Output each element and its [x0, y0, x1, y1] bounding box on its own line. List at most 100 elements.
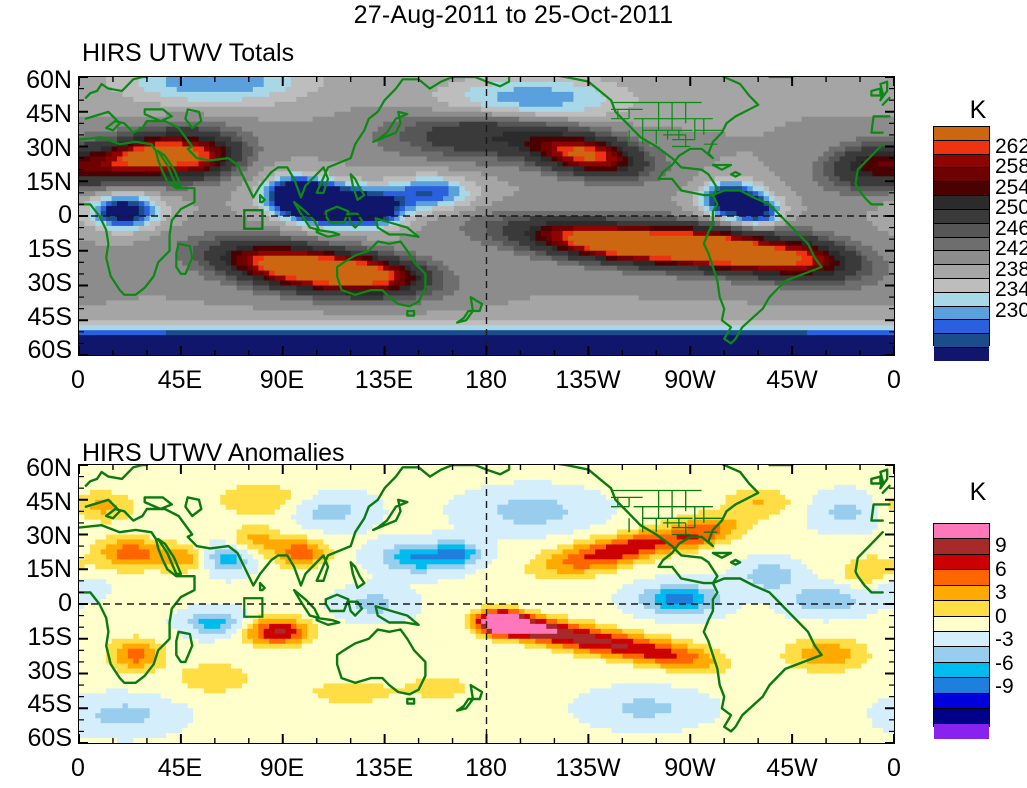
colorbar-tick-label: 254 [995, 175, 1027, 199]
colorbar-tick-label: 3 [995, 581, 1007, 605]
x-tick-90w-totals: 90W [664, 366, 716, 394]
colorbar-band [934, 209, 989, 224]
colorbar-band [934, 306, 989, 321]
x-tick-180-totals: 180 [465, 366, 507, 394]
x-tick-90w-anomalies: 90W [664, 754, 716, 782]
colorbar-band [934, 265, 989, 279]
colorbar-tick-label: 0 [995, 604, 1007, 628]
colorbar-band [934, 237, 989, 252]
page-title: 27-Aug-2011 to 25-Oct-2011 [353, 1, 674, 29]
y-tick-15s-totals: 15S [27, 235, 72, 263]
x-tick-360-anomalies: 0 [887, 754, 901, 782]
x-tick-45e-totals: 45E [157, 366, 203, 394]
colorbar-band [934, 251, 989, 266]
colorbar-band [934, 196, 989, 210]
colorbar-band [934, 292, 989, 307]
colorbar-tick-label: 246 [995, 216, 1027, 240]
panel-title-anomalies: HIRS UTWV Anomalies [82, 439, 345, 467]
colorbar-band [934, 724, 989, 739]
colorbar-band [934, 678, 989, 694]
x-tick-45e-anomalies: 45E [157, 754, 203, 782]
map-anomalies-canvas [79, 465, 894, 743]
colorbar-tick-label: 6 [995, 557, 1007, 581]
y-tick-30n-anomalies: 30N [26, 522, 72, 550]
x-tick-90e-anomalies: 90E [259, 754, 305, 782]
colorbar-tick-label: -3 [995, 628, 1014, 652]
axis-ticks [79, 77, 894, 355]
colorbar-unit-anomalies: K [969, 478, 987, 506]
y-tick-60n-totals: 60N [26, 66, 72, 94]
colorbar-tick-label: 230 [995, 298, 1027, 322]
x-tick-45w-totals: 45W [766, 366, 818, 394]
colorbar-tick-label: 250 [995, 196, 1027, 220]
colorbar-totals[interactable] [933, 126, 990, 361]
colorbar-tick-label: 234 [995, 278, 1027, 302]
colorbar-tick-label: -9 [995, 675, 1014, 699]
map-overlay [79, 77, 894, 355]
map-overlay [79, 465, 894, 743]
colorbar-band [934, 348, 989, 361]
coastlines [79, 465, 891, 733]
y-tick-45n-anomalies: 45N [26, 488, 72, 516]
x-tick-0e-totals: 0 [71, 366, 85, 394]
y-tick-30s-totals: 30S [27, 269, 72, 297]
map-anomalies[interactable] [78, 464, 895, 744]
coastlines [79, 77, 891, 345]
colorbar-tick-label: 262 [995, 134, 1027, 158]
colorbar-anomalies[interactable] [933, 523, 990, 739]
colorbar-band [934, 631, 989, 648]
y-tick-15s-anomalies: 15S [27, 623, 72, 651]
y-tick-45s-totals: 45S [27, 303, 72, 331]
y-tick-60s-totals: 60S [27, 336, 72, 364]
y-tick-60s-anomalies: 60S [27, 724, 72, 752]
colorbar-unit-totals: K [969, 96, 987, 124]
y-tick-60n-anomalies: 60N [26, 454, 72, 482]
y-tick-30s-anomalies: 30S [27, 657, 72, 685]
colorbar-band [934, 616, 989, 632]
colorbar-band [934, 182, 989, 197]
colorbar-band [934, 539, 989, 555]
marker-box [243, 597, 264, 618]
colorbar-band [934, 320, 989, 335]
x-tick-45w-anomalies: 45W [766, 754, 818, 782]
x-tick-135w-totals: 135W [555, 366, 621, 394]
colorbar-band [934, 334, 989, 348]
colorbar-tick-label: 238 [995, 257, 1027, 281]
colorbar-band [934, 693, 989, 710]
colorbar-band [934, 570, 989, 586]
colorbar-tick-label: -6 [995, 651, 1014, 675]
y-tick-15n-totals: 15N [26, 168, 72, 196]
colorbar-band [934, 140, 989, 155]
x-tick-90e-totals: 90E [259, 366, 305, 394]
colorbar-band [934, 585, 989, 602]
colorbar-band [934, 662, 989, 679]
y-tick-15n-anomalies: 15N [26, 555, 72, 583]
colorbar-tick-label: 9 [995, 534, 1007, 558]
colorbar-band [934, 647, 989, 663]
y-tick-0-totals: 0 [58, 201, 72, 229]
y-tick-45n-totals: 45N [26, 100, 72, 128]
colorbar-tick-label: 258 [995, 155, 1027, 179]
colorbar-band [934, 278, 989, 293]
colorbar-band [934, 154, 989, 169]
x-tick-135e-totals: 135E [354, 366, 414, 394]
x-tick-0e-anomalies: 0 [71, 754, 85, 782]
x-tick-180-anomalies: 180 [465, 754, 507, 782]
x-tick-135e-anomalies: 135E [354, 754, 414, 782]
colorbar-band [934, 601, 989, 617]
colorbar-band [934, 127, 989, 141]
marker-box [243, 209, 264, 230]
x-tick-360-totals: 0 [887, 366, 901, 394]
colorbar-band [934, 554, 989, 571]
colorbar-tick-label: 242 [995, 237, 1027, 261]
colorbar-band [934, 709, 989, 725]
colorbar-band [934, 168, 989, 183]
panel-title-totals: HIRS UTWV Totals [82, 39, 295, 67]
axis-ticks [79, 465, 894, 743]
map-totals[interactable] [78, 76, 895, 356]
colorbar-band [934, 223, 989, 238]
y-tick-0-anomalies: 0 [58, 589, 72, 617]
map-totals-canvas [79, 77, 894, 355]
y-tick-30n-totals: 30N [26, 134, 72, 162]
colorbar-band [934, 524, 989, 540]
